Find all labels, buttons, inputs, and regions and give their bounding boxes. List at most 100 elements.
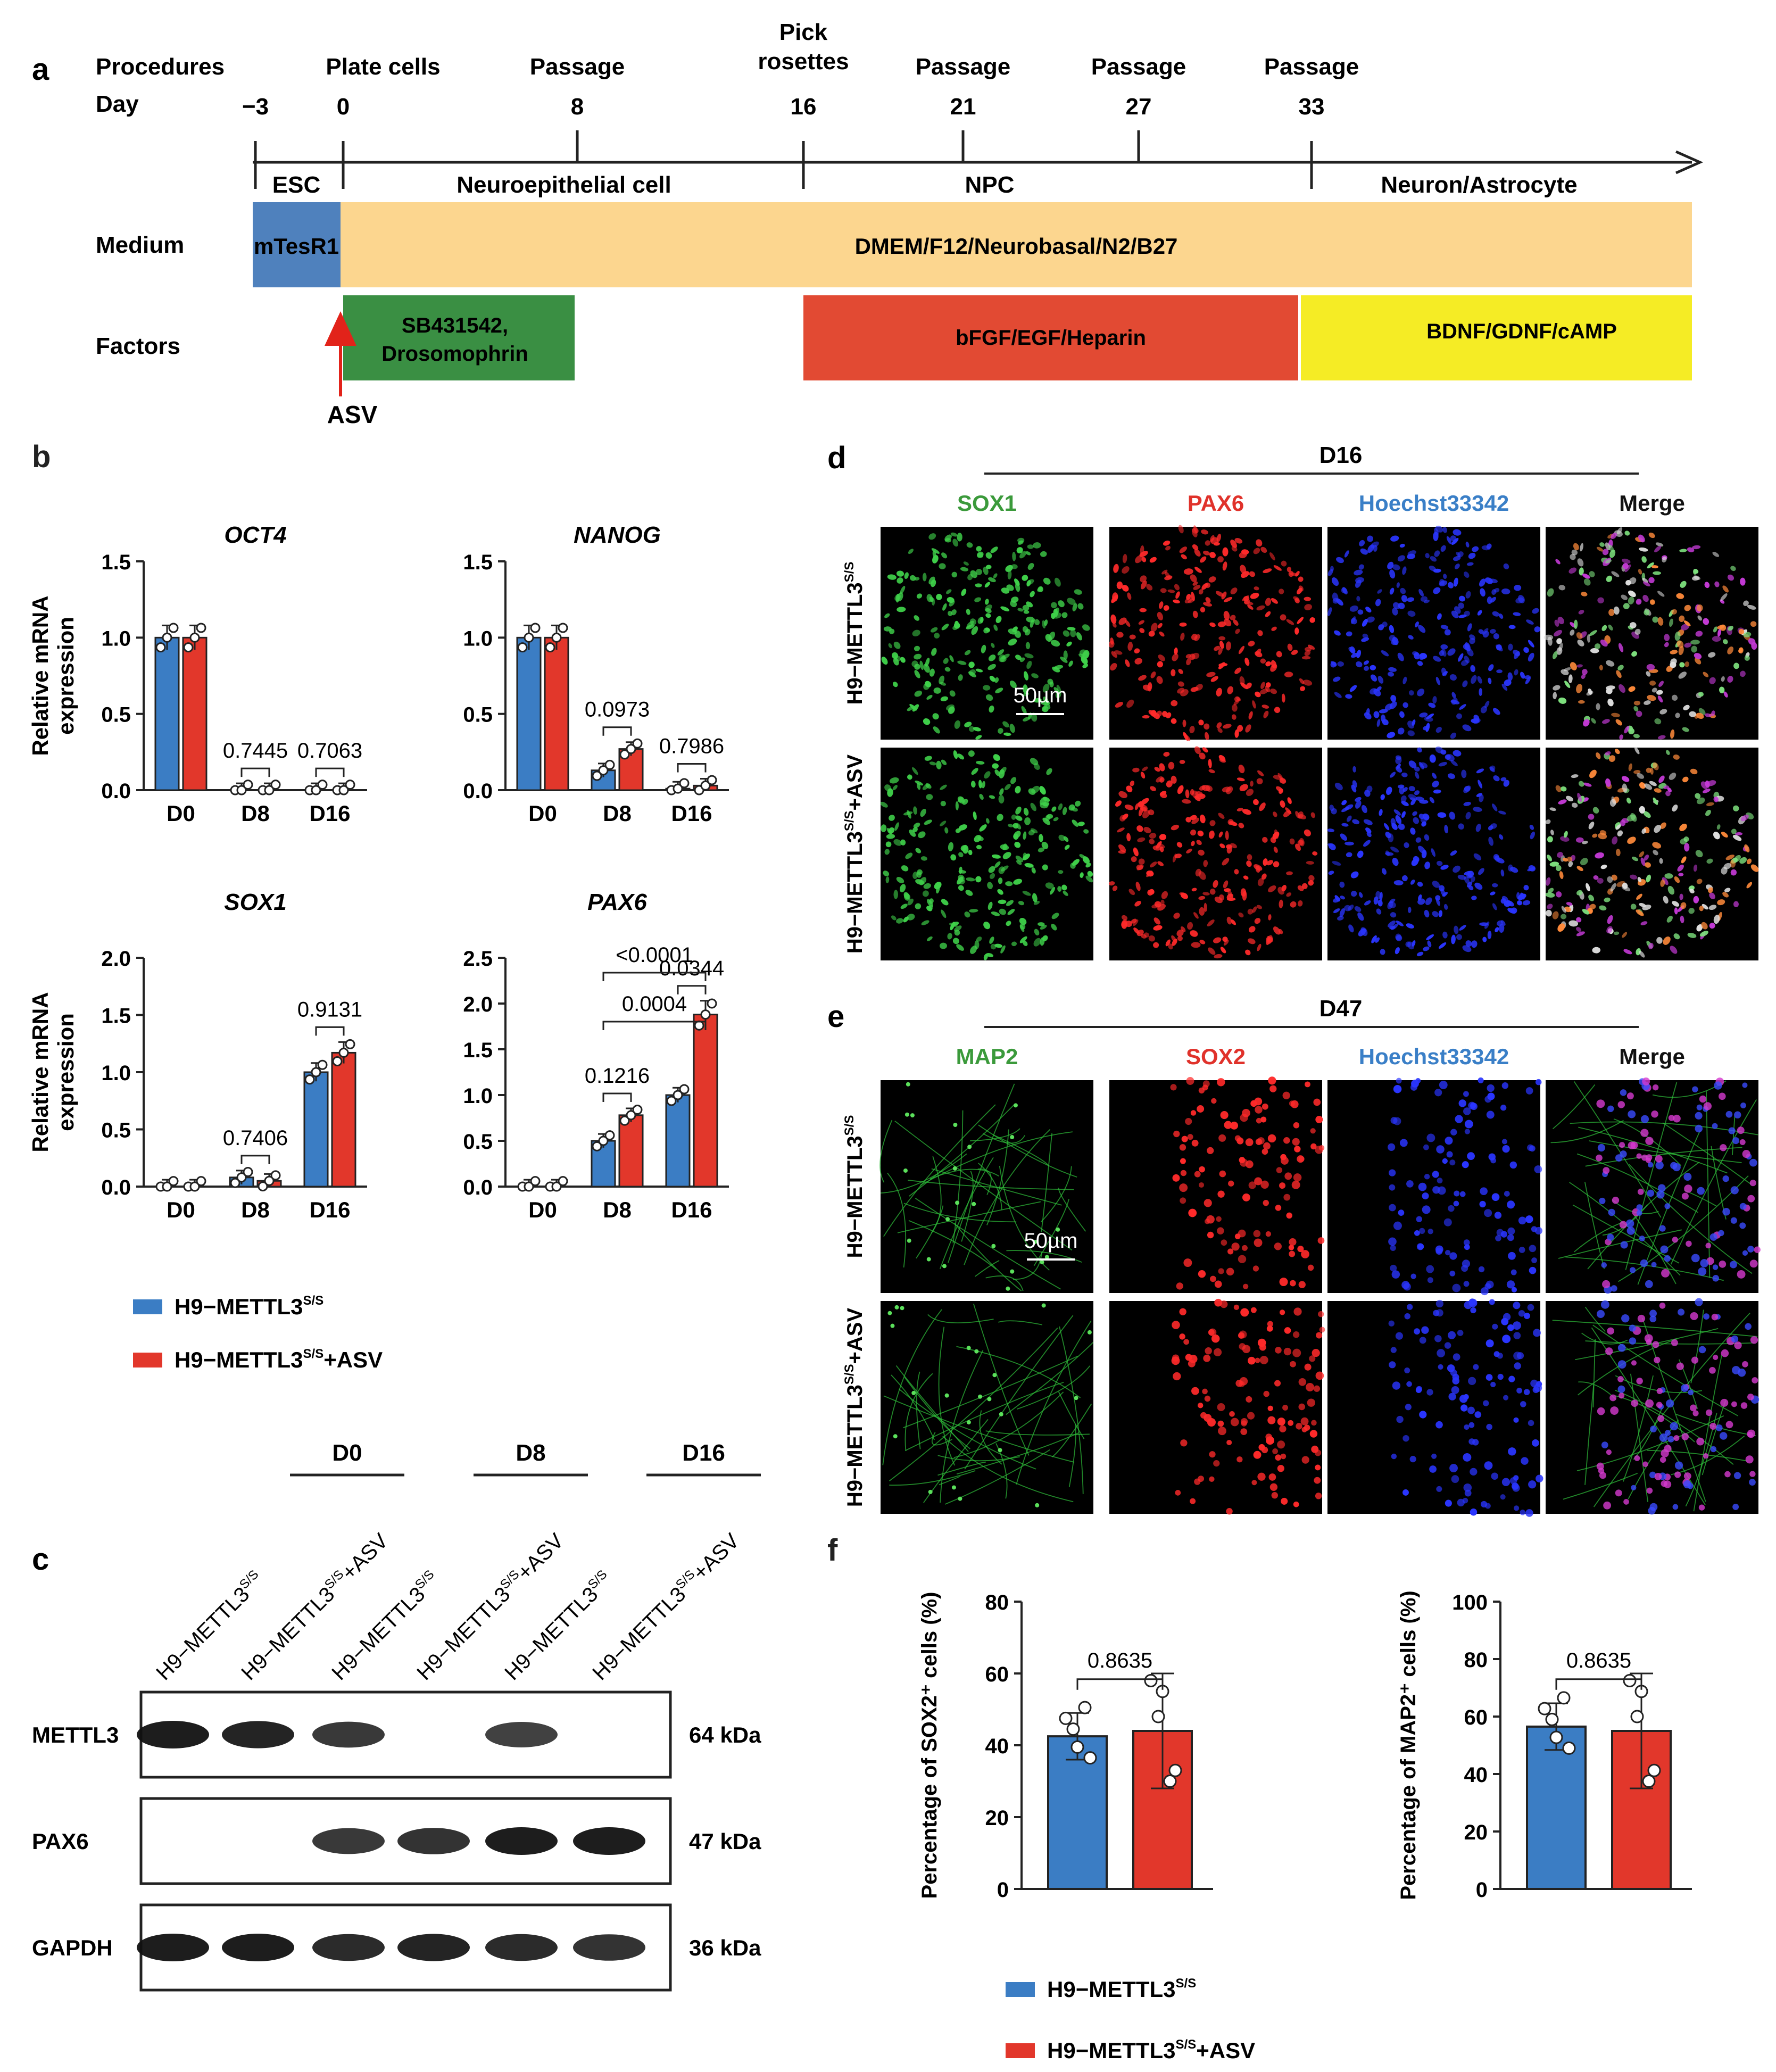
p-value: 0.8635 <box>1088 1649 1152 1672</box>
y-tick-label: 1.0 <box>101 1062 131 1085</box>
y-tick-label: 100 <box>1452 1591 1488 1614</box>
data-point <box>524 1181 534 1192</box>
procedures-label: Procedures <box>96 54 225 80</box>
y-tick-label: 1.0 <box>463 627 493 650</box>
data-point <box>626 1110 636 1121</box>
y-tick-label: 40 <box>985 1735 1009 1758</box>
factor-sb431542-bar <box>343 295 575 380</box>
x-tick-label: D8 <box>603 801 632 826</box>
data-point <box>524 632 534 643</box>
y-tick-label: 0 <box>997 1878 1009 1902</box>
p-value: 0.1216 <box>585 1064 650 1088</box>
timeline-procedure: rosettes <box>758 48 849 74</box>
blot-band <box>485 1827 558 1855</box>
blot-band <box>312 1828 385 1854</box>
panel-letter-e: e <box>827 999 844 1034</box>
data-point <box>707 998 717 1009</box>
chart-oct4: OCT4 0.0 0.5 1.0 1.5 Relative mRNA expression D… <box>28 522 367 826</box>
y-axis-label: Relative mRNA <box>28 595 53 756</box>
legend-b: H9−METTL3S/S H9−METTL3S/S+ASV <box>133 1294 383 1372</box>
data-point <box>264 785 275 795</box>
data-point <box>1083 1751 1097 1765</box>
y-axis-label: Percentage of SOX2⁺ cells (%) <box>918 1592 941 1899</box>
y-tick-label: 0.5 <box>101 1119 131 1142</box>
significance-bracket <box>602 726 632 736</box>
blot-kda-label: 36 kDa <box>689 1935 761 1960</box>
chart-title: OCT4 <box>224 522 286 548</box>
if-day-label: D16 <box>1319 442 1363 468</box>
data-point <box>679 1084 690 1095</box>
data-point <box>517 642 528 653</box>
if-row-label: H9−METTL3S/S <box>842 1115 867 1258</box>
y-tick-label: 0.5 <box>101 703 131 727</box>
blot-lane-label: H9−METTL3S/S+ASV <box>412 1528 568 1685</box>
microscopy-image <box>1109 1076 1325 1293</box>
timeline-stage: NPC <box>965 172 1015 198</box>
data-point <box>196 1176 206 1187</box>
p-value: 0.7406 <box>223 1126 288 1150</box>
timeline-procedure: Passage <box>1264 54 1359 80</box>
p-value: 0.7986 <box>659 735 724 758</box>
timeline-arrowhead <box>1675 150 1704 175</box>
x-tick-label: D0 <box>167 1197 195 1222</box>
y-axis-label: Relative mRNA <box>28 992 53 1152</box>
blot-protein-label: PAX6 <box>32 1829 89 1854</box>
timeline-day: 16 <box>791 94 817 120</box>
data-point <box>1059 1711 1073 1725</box>
data-point <box>168 623 179 633</box>
data-point <box>619 1115 630 1126</box>
panel-c-western-blot: cD0 D8 D16H9−METTL3S/SH9−METTL3S/S+ASVH9−M… <box>32 1440 761 1992</box>
significance-bracket <box>1555 1678 1642 1690</box>
data-point <box>332 1056 343 1067</box>
y-tick-label: 80 <box>985 1591 1009 1614</box>
data-point <box>338 785 349 795</box>
legend-b-ctrl-label: H9−METTL3S/S <box>175 1294 323 1319</box>
data-point <box>1066 1722 1080 1736</box>
bar <box>303 1071 329 1188</box>
data-point <box>230 1178 240 1188</box>
blot-band <box>222 1721 294 1748</box>
medium-dmem-label: DMEM/F12/Neurobasal/N2/B27 <box>855 234 1178 259</box>
if-row-label: H9−METTL3S/S+ASV <box>842 755 867 954</box>
blot-protein-label: METTL3 <box>32 1722 119 1747</box>
panel-letter-f: f <box>827 1533 838 1568</box>
significance-bracket <box>602 972 707 981</box>
chart-title: PAX6 <box>587 889 647 915</box>
y-tick-label: 20 <box>985 1806 1009 1830</box>
data-point <box>551 632 562 643</box>
bar <box>1526 1725 1587 1890</box>
blot-protein-label: GAPDH <box>32 1935 113 1960</box>
y-tick-label: 0.0 <box>101 1176 131 1199</box>
y-tick-label: 1.0 <box>463 1084 493 1108</box>
significance-bracket <box>602 1021 707 1030</box>
legend-f-ctrl-label: H9−METTL3S/S <box>1047 1976 1196 2002</box>
timeline-day: 27 <box>1126 94 1152 120</box>
if-column-label: Hoechst33342 <box>1359 491 1509 516</box>
data-point <box>673 1090 683 1100</box>
factor-bdnf-label: BDNF/GDNF/cAMP <box>1426 320 1617 343</box>
data-point <box>258 1181 268 1192</box>
p-value: 0.0004 <box>622 992 687 1016</box>
data-point <box>598 1136 609 1146</box>
blot-band <box>485 1722 558 1747</box>
p-value: <0.0001 <box>616 943 693 967</box>
panel-letter-c: c <box>32 1542 49 1577</box>
data-point <box>1163 1775 1177 1788</box>
p-value: 0.8635 <box>1566 1649 1631 1672</box>
microscopy-background <box>1109 1080 1322 1293</box>
blot-lane-label: H9−METTL3S/S+ASV <box>236 1528 393 1685</box>
data-point <box>168 1176 179 1187</box>
if-column-label: Merge <box>1619 491 1685 516</box>
x-tick-label: D16 <box>309 1197 350 1222</box>
if-row-label: H9−METTL3S/S+ASV <box>842 1308 867 1507</box>
blot-group-label: D0 <box>332 1440 362 1466</box>
x-tick-label: D16 <box>671 801 712 826</box>
data-point <box>632 738 643 749</box>
blot-band <box>573 1827 645 1855</box>
blot-band <box>397 1934 470 1961</box>
data-point <box>264 1175 275 1186</box>
data-point <box>1557 1691 1571 1705</box>
data-point <box>311 1067 321 1078</box>
panel-e-immunofluorescence: e D47 MAP2 SOX2 Hoechst33342 Merge H9−METTL3S/… <box>827 996 1761 1517</box>
panel-letter-a: a <box>32 52 49 87</box>
